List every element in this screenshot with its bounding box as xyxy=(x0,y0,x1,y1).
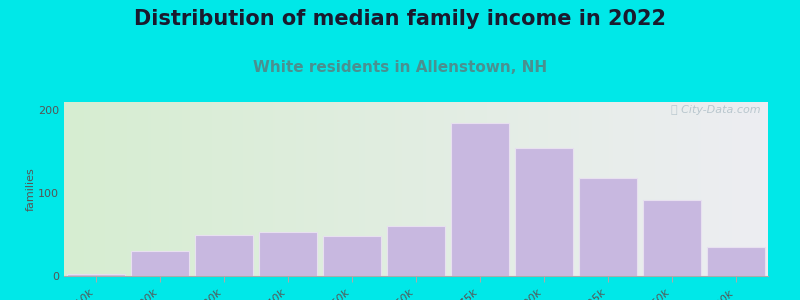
Bar xyxy=(578,178,638,276)
Bar xyxy=(386,226,446,276)
Text: ⓘ City-Data.com: ⓘ City-Data.com xyxy=(671,106,761,116)
Bar xyxy=(258,232,318,276)
Text: Distribution of median family income in 2022: Distribution of median family income in … xyxy=(134,9,666,29)
Bar xyxy=(514,148,574,276)
Bar xyxy=(706,247,766,276)
Bar xyxy=(322,236,382,276)
Bar xyxy=(450,123,510,276)
Bar xyxy=(66,274,126,276)
Bar xyxy=(194,235,254,276)
Bar xyxy=(130,251,190,276)
Y-axis label: families: families xyxy=(26,167,35,211)
Text: White residents in Allenstown, NH: White residents in Allenstown, NH xyxy=(253,60,547,75)
Bar xyxy=(642,200,702,276)
